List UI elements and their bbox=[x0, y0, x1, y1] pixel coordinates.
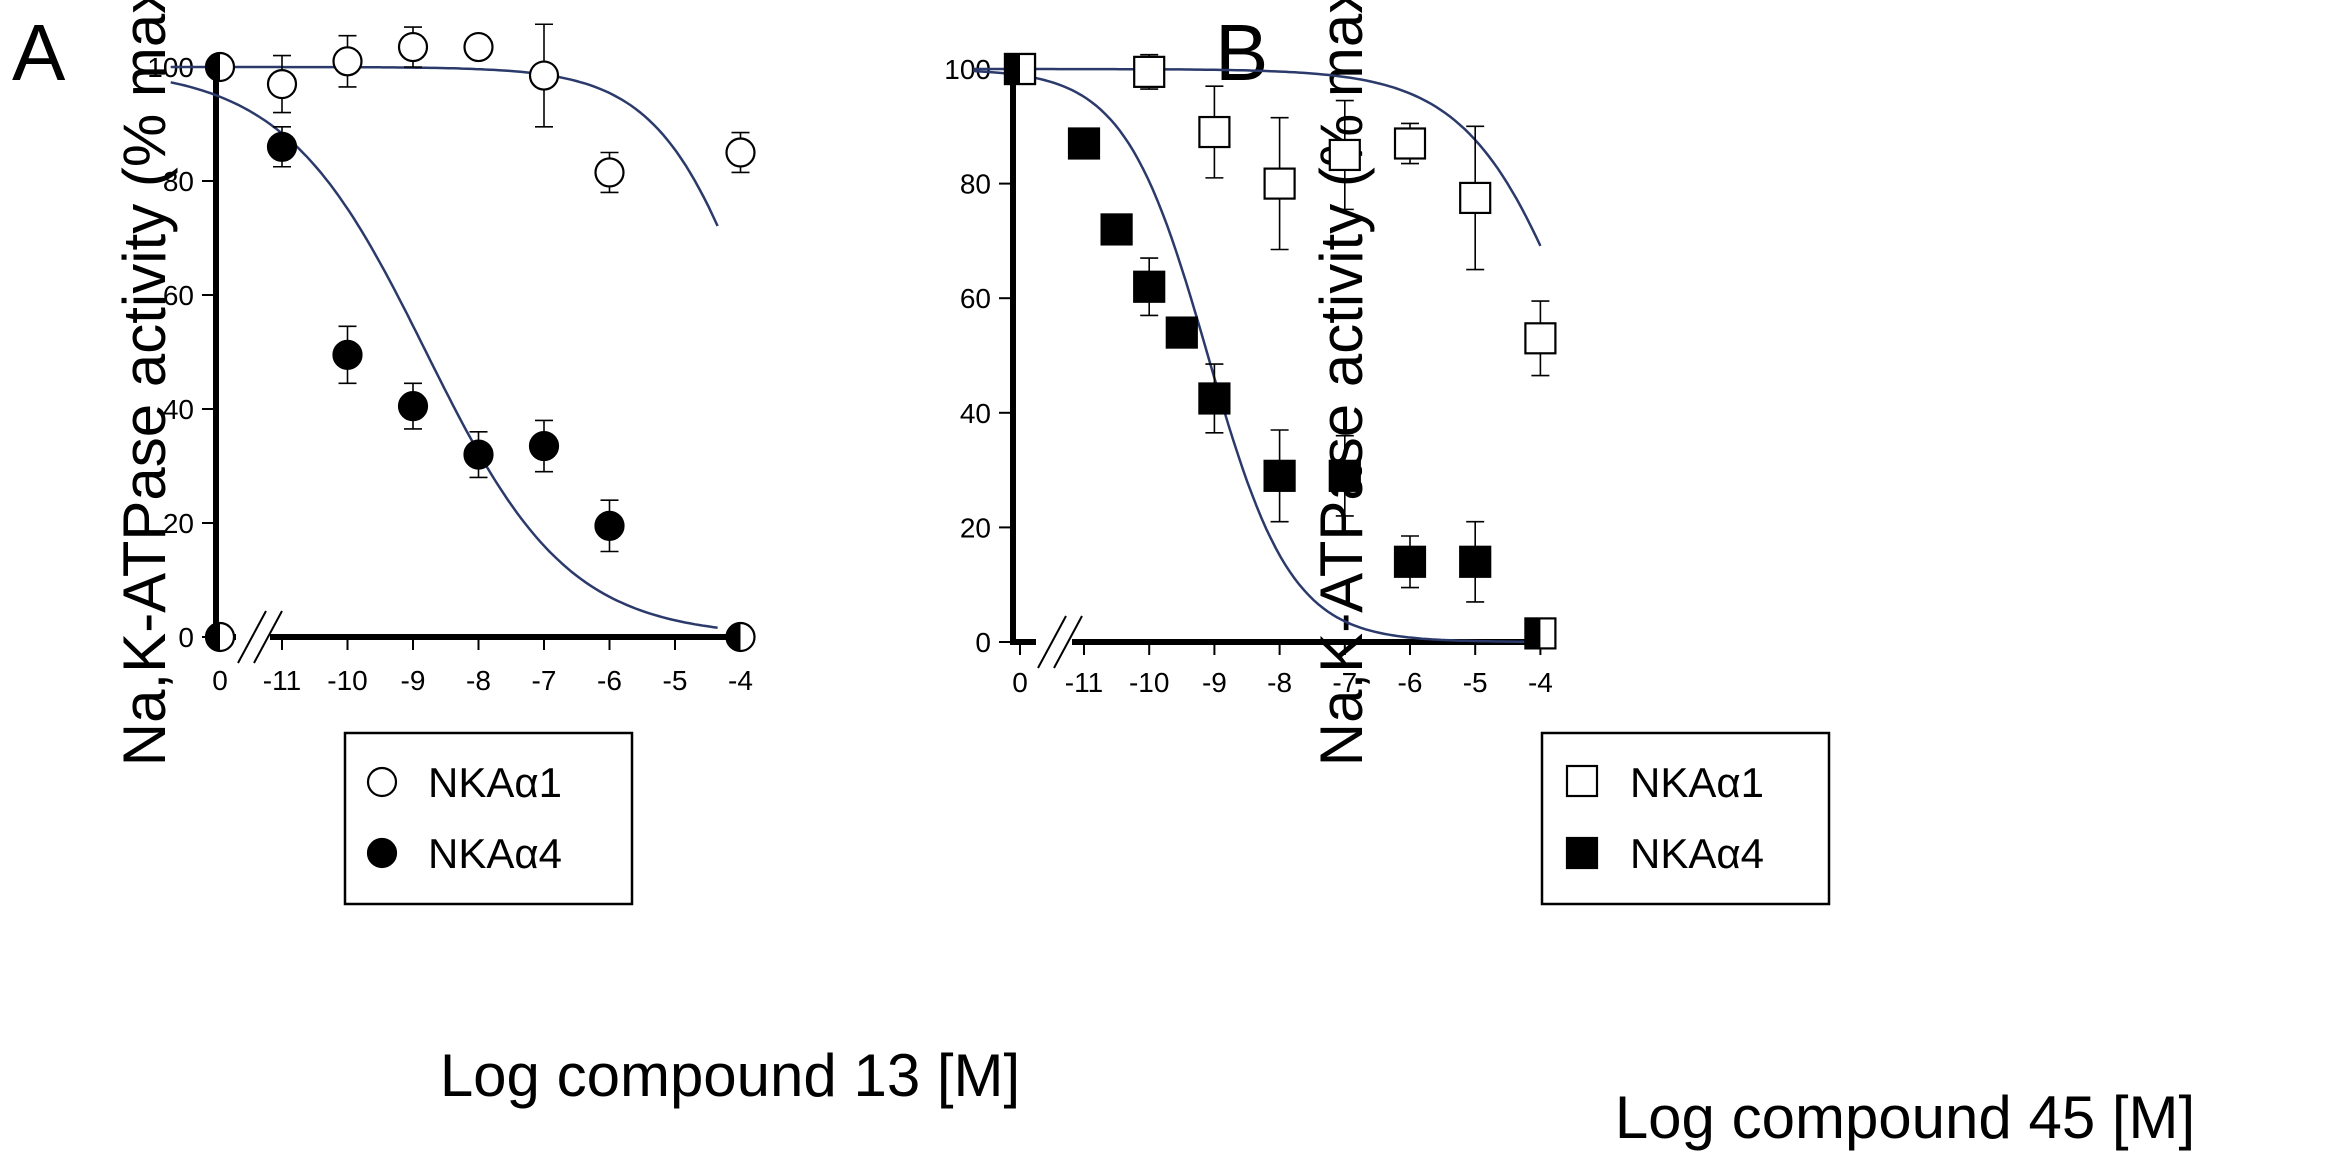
panel-a-y-tick-label: 20 bbox=[163, 508, 194, 539]
panel-a: A Na,K-ATPase activity (% max) Log compo… bbox=[12, 0, 1020, 1109]
panel-b-x-tick-label: -7 bbox=[1332, 667, 1357, 698]
panel-a-y-axis-label: Na,K-ATPase activity (% max) bbox=[111, 0, 178, 766]
panel-a-point-nka-a4 bbox=[397, 391, 429, 422]
panel-a-fit-curves bbox=[170, 65, 719, 629]
panel-a-legend-marker-nka-a4 bbox=[366, 837, 398, 869]
panel-a-legend-label-nka-a1: NKAα1 bbox=[428, 759, 562, 806]
panel-a-point-nka-a4-half bbox=[726, 623, 741, 651]
panel-a-legend-box bbox=[343, 731, 634, 906]
panel-a-y-tick-label: 80 bbox=[163, 166, 194, 197]
panel-a-point-nka-a1-half bbox=[206, 53, 220, 81]
panel-b-point-nka-a1 bbox=[1328, 138, 1361, 172]
panel-b-point-nka-a1 bbox=[1133, 55, 1166, 88]
panel-b-y-tick-label: 80 bbox=[960, 169, 991, 200]
panel-b-point-nka-a4 bbox=[1198, 382, 1231, 415]
panel-b-point-nka-a1 bbox=[1524, 322, 1557, 355]
panel-b-x-tick-label: -11 bbox=[1065, 667, 1103, 698]
panel-a-x-tick-label: 0 bbox=[212, 665, 228, 696]
panel-b-point-nka-a4 bbox=[1133, 270, 1166, 303]
panel-b-legend-marker-nka-a4 bbox=[1565, 836, 1599, 870]
panel-a-point-nka-a4 bbox=[463, 439, 494, 470]
panel-a-point-nka-a4 bbox=[266, 131, 298, 162]
panel-a-point-nka-a1 bbox=[528, 60, 560, 91]
panel-a-x-tick-label: -5 bbox=[663, 665, 688, 696]
panel-a-y-tick-label: 0 bbox=[178, 622, 194, 653]
panel-b-point-nka-a4 bbox=[1165, 316, 1198, 349]
panel-a-x-tick-label: -6 bbox=[597, 665, 622, 696]
panel-b-x-tick-label: -6 bbox=[1398, 667, 1423, 698]
panel-b-y-tick-label: 0 bbox=[975, 627, 991, 658]
panel-a-fit-curve-2 bbox=[170, 81, 718, 629]
panel-a-point-nka-a1 bbox=[397, 31, 429, 63]
panel-a-point-nka-a4 bbox=[528, 430, 560, 462]
panel-b-legend: NKAα1 NKAα4 bbox=[1540, 731, 1831, 906]
panel-b-legend-marker-nka-a1 bbox=[1565, 764, 1599, 798]
panel-b: B Na,K-ATPase activity (% max) Log compo… bbox=[944, 0, 2195, 1151]
panel-b-x-tick-label: -8 bbox=[1267, 667, 1292, 698]
panel-b-point-nka-a1 bbox=[1393, 127, 1427, 160]
panel-b-point-nka-a4-half bbox=[1525, 618, 1541, 649]
panel-b-axis-break-mark bbox=[1037, 615, 1067, 669]
panel-b-point-nka-a4 bbox=[1328, 459, 1361, 492]
panel-a-data-points bbox=[204, 23, 756, 653]
panel-a-x-tick-label: -9 bbox=[401, 665, 426, 696]
panel-a-x-tick-label: -7 bbox=[532, 665, 557, 696]
panel-b-y-tick-label: 40 bbox=[960, 398, 991, 429]
panel-a-axis-break-mark bbox=[237, 610, 267, 664]
panel-b-point-nka-a4-half bbox=[1005, 54, 1020, 84]
panel-b-legend-label-nka-a1: NKAα1 bbox=[1630, 759, 1764, 806]
panel-b-fit-curve-2 bbox=[973, 69, 1541, 644]
panel-a-y-tick-label: 60 bbox=[163, 280, 194, 311]
panel-b-legend-box bbox=[1540, 731, 1831, 906]
panel-b-x-tick-label: -10 bbox=[1129, 667, 1169, 698]
panel-b-y-tick-label: 60 bbox=[960, 283, 991, 314]
panel-b-point-nka-a4 bbox=[1393, 545, 1427, 578]
panel-a-x-tick-label: -4 bbox=[728, 665, 753, 696]
panel-a-legend-label-nka-a4: NKAα4 bbox=[428, 830, 562, 877]
panel-b-point-nka-a1 bbox=[1263, 167, 1296, 200]
panel-a-point-nka-a4 bbox=[594, 510, 625, 541]
panel-a-point-nka-a1 bbox=[463, 31, 494, 63]
panel-b-point-nka-a4 bbox=[1100, 213, 1133, 246]
panel-a-letter: A bbox=[12, 8, 66, 97]
panel-a-point-nka-a1 bbox=[266, 68, 298, 100]
panel-b-point-nka-a1 bbox=[1459, 181, 1492, 215]
panel-a-x-tick-label: -8 bbox=[466, 665, 491, 696]
panel-b-point-nka-a4 bbox=[1263, 459, 1296, 492]
panel-b-fit-curves bbox=[973, 67, 1542, 644]
panel-b-fit-curve-1 bbox=[973, 67, 1542, 247]
panel-b-point-nka-a4 bbox=[1459, 545, 1492, 578]
panel-b-data-points bbox=[1003, 52, 1557, 650]
panel-b-letter: B bbox=[1215, 8, 1268, 97]
panel-a-legend-marker-nka-a1 bbox=[366, 766, 398, 798]
panel-b-point-nka-a4 bbox=[1067, 127, 1101, 160]
panel-b-x-axis-label: Log compound 45 [M] bbox=[1615, 1084, 2195, 1151]
panel-a-point-nka-a1 bbox=[594, 157, 625, 188]
panel-b-x-tick-label: 0 bbox=[1012, 667, 1028, 698]
panel-a-point-nka-a4 bbox=[332, 339, 363, 370]
panel-a-fit-curve-1 bbox=[170, 65, 719, 227]
panel-a-legend: NKAα1 NKAα4 bbox=[343, 731, 634, 906]
panel-b-x-tick-label: -4 bbox=[1528, 667, 1553, 698]
panel-a-x-tick-label: -11 bbox=[263, 665, 301, 696]
panel-a-axis-break-mark bbox=[253, 610, 283, 664]
panel-b-legend-label-nka-a4: NKAα4 bbox=[1630, 830, 1764, 877]
panel-a-y-tick-label: 40 bbox=[163, 394, 194, 425]
panel-a-point-nka-a1 bbox=[725, 137, 756, 168]
panel-b-x-tick-label: -9 bbox=[1202, 667, 1227, 698]
panel-b-y-axis-label: Na,K-ATPase activity (% max) bbox=[1308, 0, 1375, 766]
panel-b-axis-break-mark bbox=[1053, 615, 1083, 669]
panel-a-x-tick-label: -10 bbox=[327, 665, 367, 696]
panel-b-x-tick-label: -5 bbox=[1463, 667, 1488, 698]
panel-a-point-nka-a1 bbox=[332, 46, 363, 77]
panel-a-x-axis-label: Log compound 13 [M] bbox=[440, 1042, 1020, 1109]
panel-a-point-nka-a4-half bbox=[206, 623, 220, 651]
panel-b-y-tick-label: 20 bbox=[960, 512, 991, 543]
panel-b-point-nka-a1 bbox=[1198, 115, 1231, 149]
